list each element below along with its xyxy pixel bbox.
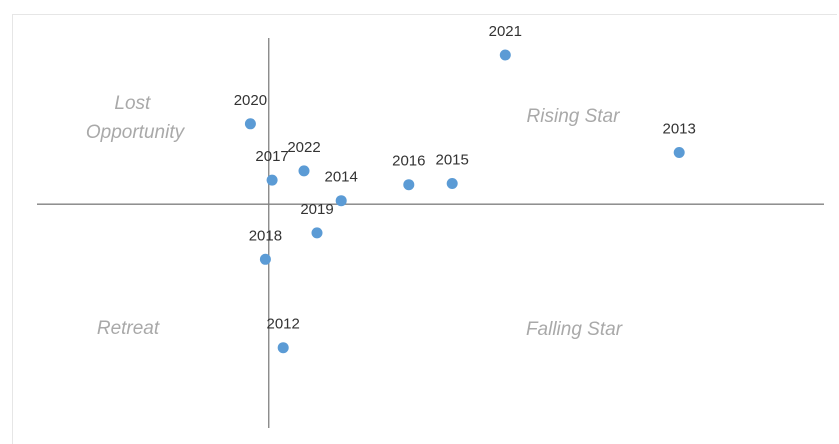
data-points: 2012 2013 2014 2015 2016 2017 2018 2019 2020 2021… <box>234 23 696 354</box>
data-point-2022 <box>298 165 310 177</box>
data-label-2022: 2022 <box>287 139 320 156</box>
data-point-2019 <box>311 227 323 239</box>
data-label-2015: 2015 <box>436 152 469 169</box>
data-point-2021 <box>499 49 511 61</box>
data-label-2018: 2018 <box>249 227 282 244</box>
data-point-2014 <box>335 195 347 207</box>
data-label-2013: 2013 <box>663 121 696 138</box>
data-label-2014: 2014 <box>325 169 358 186</box>
quadrant-label-line: Opportunity <box>86 122 186 143</box>
chart-frame <box>12 14 837 444</box>
quadrant-label-retreat: Retreat <box>97 318 160 339</box>
data-point-2016 <box>403 179 415 191</box>
data-point-2012 <box>277 342 289 354</box>
data-point-2017 <box>266 174 278 186</box>
data-label-2020: 2020 <box>234 92 267 109</box>
data-point-2015 <box>446 178 458 189</box>
data-label-2016: 2016 <box>392 153 425 170</box>
data-point-2018 <box>259 253 271 265</box>
data-label-2019: 2019 <box>300 201 333 218</box>
quadrant-label-rising-star: Rising Star <box>527 106 621 127</box>
data-point-2020 <box>244 118 256 130</box>
data-label-2012: 2012 <box>267 316 300 333</box>
data-point-2013 <box>673 147 685 158</box>
quadrant-label-falling-star: Falling Star <box>526 319 623 340</box>
quadrant-label-lost-opportunity: Lost Opportunity <box>86 93 186 143</box>
quadrant-label-line: Lost <box>114 93 151 114</box>
data-label-2021: 2021 <box>489 23 522 40</box>
data-label-2017: 2017 <box>255 148 288 165</box>
